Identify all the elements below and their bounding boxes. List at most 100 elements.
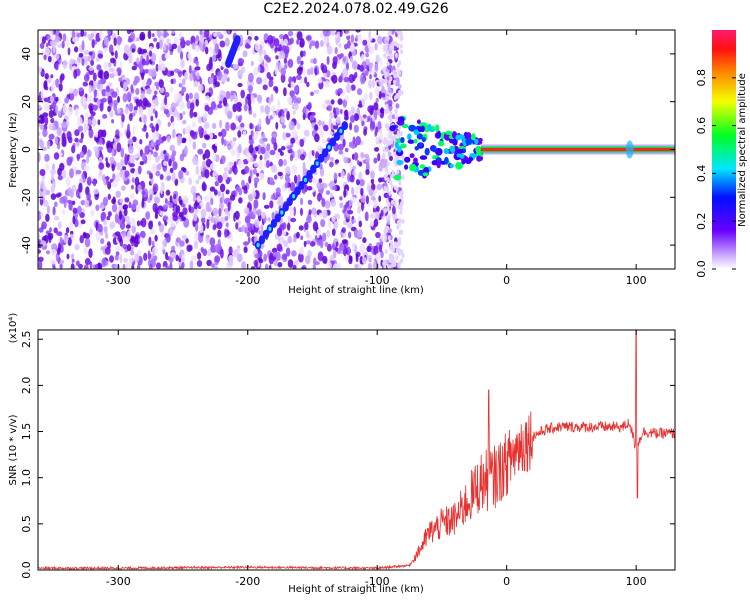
- spectrogram-cell: [331, 74, 338, 84]
- spectrogram-cell: [224, 197, 231, 203]
- spectrogram-cell: [389, 53, 393, 59]
- spectrogram-cell: [122, 93, 128, 103]
- spectrogram-cell: [281, 124, 287, 129]
- spectrogram-cell: [50, 74, 54, 79]
- spectrogram-cell: [332, 249, 337, 259]
- spectrogram-cell: [219, 119, 223, 129]
- diagonal-feature-core: [280, 210, 284, 215]
- spectrogram-cell: [371, 183, 376, 191]
- spectrogram-cell: [182, 111, 186, 115]
- spectrogram-cell: [128, 145, 134, 154]
- spectrogram-cell: [67, 106, 73, 116]
- spectrogram-cell: [236, 106, 242, 112]
- signal-cluster-blob: [434, 124, 440, 132]
- spectrogram-cell: [342, 99, 347, 108]
- spectrogram-cell: [319, 239, 324, 249]
- spectrogram-cell: [148, 188, 154, 198]
- spectrogram-cell: [333, 124, 339, 130]
- signal-cluster-blob: [444, 156, 449, 165]
- spectrogram-cell: [358, 33, 363, 44]
- signal-cluster-blob: [422, 172, 429, 177]
- signal-cluster-blob: [476, 155, 482, 162]
- spectrogram-cell: [382, 147, 386, 153]
- spectrogram-cell: [390, 199, 394, 205]
- spectrogram-cell: [308, 151, 312, 161]
- spectrogram-cell: [384, 229, 387, 235]
- spectrogram-cell: [339, 243, 345, 252]
- spectrogram-cell: [323, 156, 328, 164]
- spectrogram-cell: [249, 31, 253, 37]
- spectrogram-cell: [386, 177, 390, 183]
- spectrogram-cell: [331, 216, 336, 222]
- spectrogram-cell: [283, 38, 289, 46]
- spectrogram-cell: [158, 221, 161, 227]
- spectrogram-cell: [123, 257, 128, 263]
- spectrogram-cell: [362, 256, 367, 265]
- spectrogram-cell: [128, 102, 134, 113]
- spectrogram-cell: [396, 219, 400, 225]
- spectrogram-cell: [279, 151, 284, 157]
- spectrogram-cell: [321, 182, 328, 189]
- spectrogram-cell: [154, 156, 160, 163]
- spectrogram-cell: [204, 169, 210, 179]
- spectrogram-cell: [212, 224, 217, 231]
- spectrogram-cell: [103, 47, 108, 53]
- spectrogram-cell: [207, 249, 212, 257]
- spectrogram-cell: [386, 61, 390, 67]
- spectrogram-cell: [77, 125, 84, 132]
- spectrogram-cell: [242, 130, 247, 137]
- signal-cluster-blob: [423, 166, 430, 174]
- spectrogram-cell: [195, 35, 200, 42]
- spectrogram-cell: [350, 106, 355, 115]
- spectrogram-cell: [362, 114, 367, 119]
- spectrogram-cell: [386, 126, 390, 132]
- spectrogram-cell: [142, 97, 148, 107]
- spectrogram-cell: [317, 145, 323, 154]
- spectrogram-cell: [51, 244, 57, 248]
- spectrogram-cell: [291, 95, 297, 100]
- spectrogram-cell: [46, 140, 51, 150]
- signal-cluster-blob: [404, 164, 409, 170]
- signal-cluster-blob: [408, 124, 417, 132]
- spectrogram-cell: [375, 97, 379, 103]
- spectrogram-cell: [349, 55, 354, 63]
- spectrogram-cell: [348, 73, 355, 84]
- spectrogram-cell: [213, 32, 218, 38]
- spectrogram-cell: [65, 39, 70, 47]
- spectrogram-cell: [55, 104, 59, 115]
- spectrogram-cell: [103, 226, 108, 234]
- spectrogram-cell: [397, 261, 401, 267]
- spectrogram-cell: [159, 39, 163, 50]
- spectrogram-cell: [141, 127, 147, 132]
- spectrogram-cell: [275, 151, 280, 159]
- spectrogram-cell: [220, 128, 227, 138]
- spectrogram-cell: [99, 102, 104, 112]
- signal-cluster-blob: [438, 140, 445, 147]
- spectrogram-cell: [69, 189, 75, 198]
- spectrogram-cell: [243, 149, 247, 156]
- spectrogram-cell: [88, 66, 94, 71]
- spectrogram-cell: [217, 71, 223, 81]
- spectrogram-cell: [172, 161, 178, 171]
- spectrogram-cell: [97, 119, 101, 126]
- spectrogram-cell: [205, 234, 210, 244]
- spectrogram-cell: [199, 223, 204, 234]
- spectrogram-cell: [69, 168, 74, 179]
- spectrogram-cell: [185, 93, 189, 102]
- spectrogram-cell: [263, 204, 270, 209]
- spectrogram-cell: [332, 185, 337, 191]
- spectrogram-cell: [62, 195, 68, 204]
- signal-cluster-blob: [450, 146, 456, 154]
- spectrogram-cell: [198, 126, 203, 135]
- spectrogram-cell: [204, 149, 211, 159]
- spectrogram-cell: [308, 42, 312, 50]
- snr-panel: -300 -200 -100 0 100 0.0 0.5 1.0 1.5 2.0 2.5 Heig…: [8, 313, 676, 595]
- spectrogram-cell: [136, 98, 140, 108]
- spectrogram-cell: [248, 139, 255, 145]
- spectrogram-cell: [311, 207, 317, 215]
- spectrogram-cell: [271, 212, 275, 220]
- spectrogram-cell: [126, 129, 131, 139]
- spectrogram-cell: [101, 97, 107, 103]
- spectrogram-cell: [112, 180, 118, 188]
- spectrogram-cell: [291, 164, 298, 174]
